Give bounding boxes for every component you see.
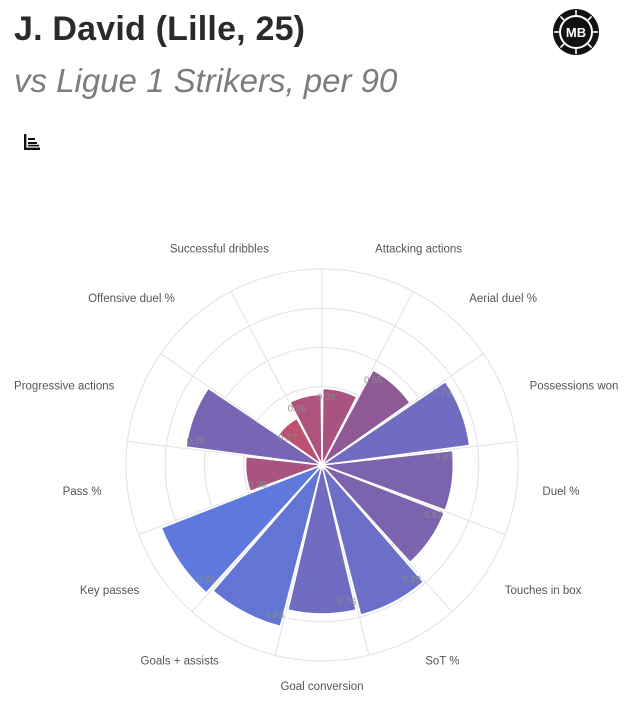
value-label: 0.88 [197, 575, 216, 586]
value-label: 0.39 [317, 392, 336, 403]
bar-offensive-duel [277, 417, 323, 466]
bar-sot [321, 464, 425, 616]
bar-attacking-actions [321, 387, 358, 466]
value-label: 0.76 [338, 597, 357, 608]
value-label: 0.55 [364, 375, 383, 386]
chart-labels: 0.39 0.55 0.76 0.67 0.67 0.79 0.76 0.85 0.88 0.39… [14, 244, 618, 694]
bar-successful-dribbles [288, 393, 323, 466]
category-label: Possessions won [530, 380, 619, 392]
bar-aerial-duel [321, 369, 412, 466]
value-label: 0.76 [433, 387, 452, 398]
category-label: SoT % [425, 656, 459, 668]
bar-possessions-won [321, 380, 471, 466]
bar-chart-menu-icon[interactable] [22, 132, 42, 152]
category-label: Successful dribbles [170, 244, 269, 256]
category-label: Duel % [542, 486, 579, 498]
value-label: 0.67 [424, 510, 443, 521]
logo-text: MB [566, 25, 586, 40]
category-label: Attacking actions [375, 244, 462, 256]
category-label: Goals + assists [141, 656, 220, 668]
bar-key-passes [160, 464, 323, 594]
bar-pass [244, 455, 323, 493]
value-label: 0.85 [266, 610, 285, 621]
category-label: Pass % [63, 486, 102, 498]
bar-goals-assists [211, 464, 323, 628]
value-label: 0.79 [402, 575, 421, 586]
bar-progressive-actions [185, 387, 323, 466]
chart-bars [160, 369, 471, 628]
mb-logo-icon[interactable]: MB [552, 8, 600, 56]
bar-touches-in-box [321, 464, 446, 564]
category-label: Key passes [80, 585, 140, 597]
category-label: Progressive actions [14, 380, 115, 392]
bar-goal-conversion [286, 464, 358, 615]
category-label: Goal conversion [280, 681, 363, 693]
page-subtitle: vs Ligue 1 Strikers, per 90 [14, 62, 398, 99]
page-title: J. David (Lille, 25) [14, 10, 306, 48]
category-label: Offensive duel % [88, 293, 175, 305]
value-label: 0.36 [288, 403, 307, 414]
bar-duel [321, 449, 455, 512]
category-label: Touches in box [505, 585, 582, 597]
value-label: 0.70 [187, 436, 206, 447]
category-label: Aerial duel % [469, 293, 537, 305]
value-label: 0.39 [248, 479, 267, 490]
value-label: 0.67 [435, 452, 454, 463]
value-label: 0.27 [278, 432, 297, 443]
